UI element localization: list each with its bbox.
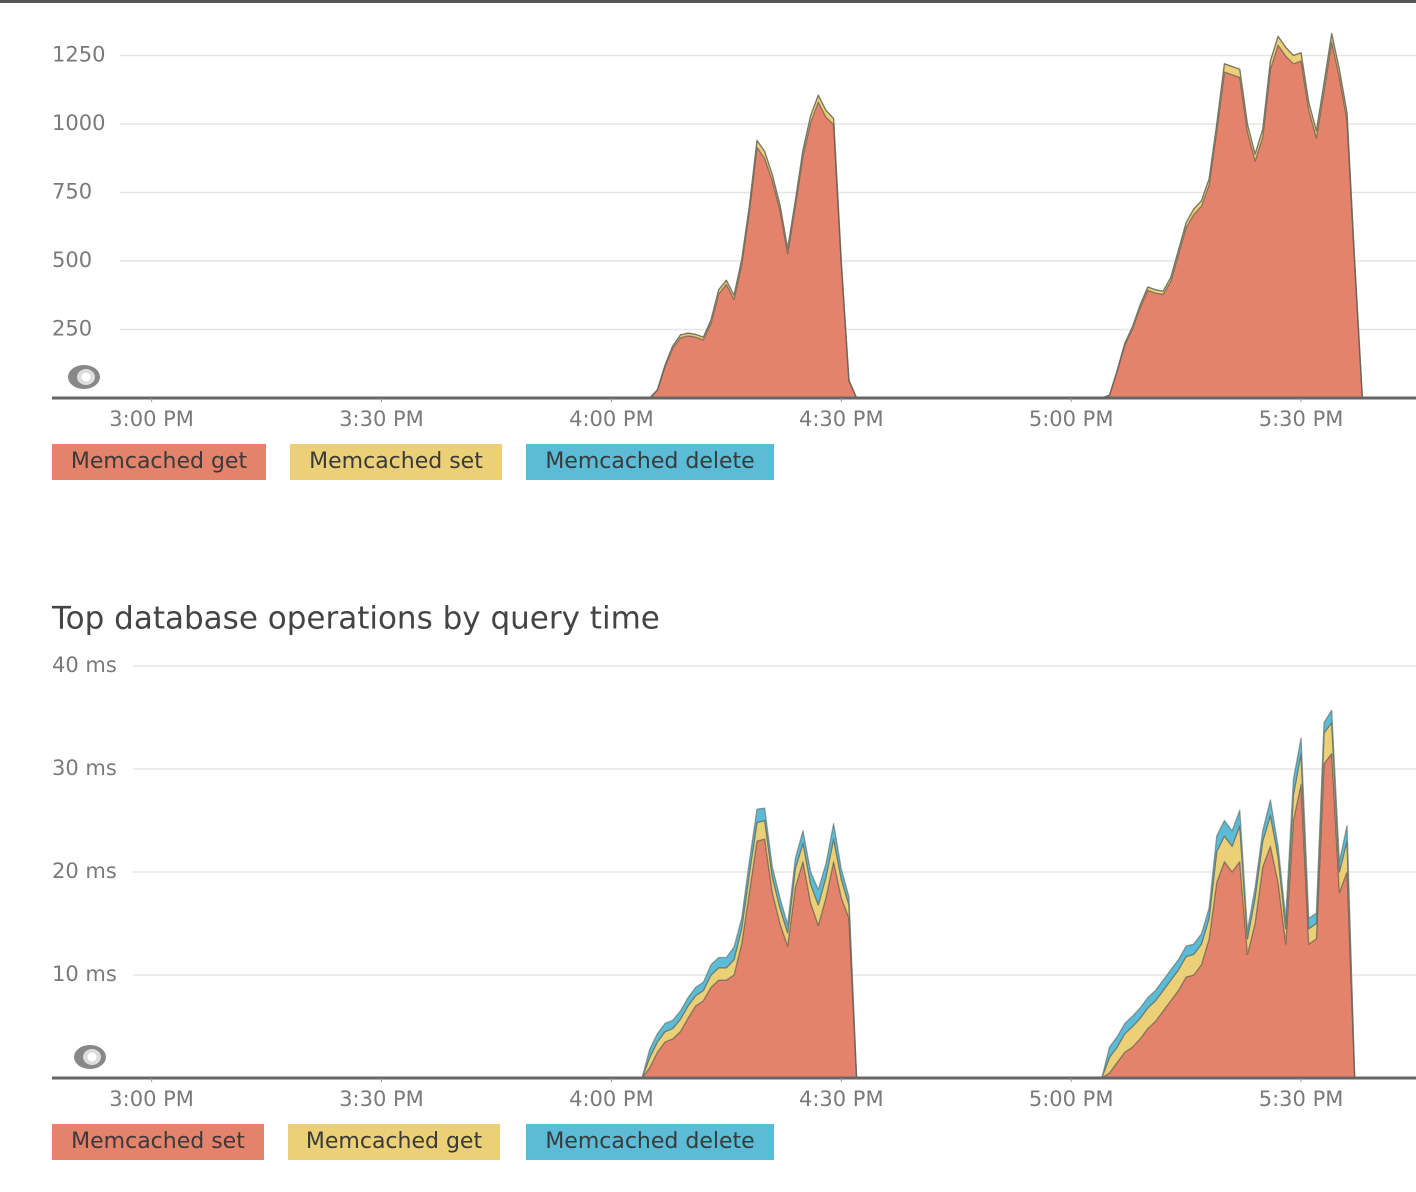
eye-icon xyxy=(74,1045,106,1069)
area xyxy=(59,41,1364,399)
y-tick-label: 10 ms xyxy=(52,962,117,986)
x-tick-label: 5:30 PM xyxy=(1259,1087,1344,1111)
legend-label: Memcached get xyxy=(306,1129,483,1154)
y-tick-label: 20 ms xyxy=(52,859,117,883)
y-tick-label: 1000 xyxy=(52,111,105,135)
legend-label: Memcached set xyxy=(71,1129,245,1154)
x-tick-label: 4:30 PM xyxy=(799,407,884,431)
x-tick-label: 3:00 PM xyxy=(109,1087,194,1111)
y-tick-label: 250 xyxy=(52,317,92,341)
x-tick-label: 4:00 PM xyxy=(569,1087,654,1111)
legend-label: Memcached delete xyxy=(545,449,754,474)
chart-title: Top database operations by query time xyxy=(51,601,660,637)
legend-swatch xyxy=(526,444,774,480)
eye-icon xyxy=(68,365,100,389)
top-border xyxy=(0,0,1416,3)
legend-label: Memcached get xyxy=(71,449,248,474)
x-tick-label: 3:30 PM xyxy=(339,1087,424,1111)
legend-swatch xyxy=(52,1124,264,1160)
legend-swatch xyxy=(526,1124,774,1160)
x-tick-label: 4:30 PM xyxy=(799,1087,884,1111)
x-tick-label: 3:30 PM xyxy=(339,407,424,431)
x-tick-label: 3:00 PM xyxy=(109,407,194,431)
x-tick-label: 5:30 PM xyxy=(1259,407,1344,431)
legend-swatch xyxy=(52,444,266,480)
legend-label: Memcached set xyxy=(309,449,483,474)
legend-swatch xyxy=(290,444,502,480)
y-tick-label: 500 xyxy=(52,248,92,272)
x-tick-label: 5:00 PM xyxy=(1029,407,1114,431)
legend-label: Memcached delete xyxy=(545,1129,754,1154)
y-tick-label: 750 xyxy=(52,180,92,204)
y-tick-label: 1250 xyxy=(52,43,105,67)
x-tick-label: 5:00 PM xyxy=(1029,1087,1114,1111)
x-tick-label: 4:00 PM xyxy=(569,407,654,431)
area xyxy=(59,752,1364,1079)
legend-swatch xyxy=(288,1124,500,1160)
y-tick-label: 40 ms xyxy=(52,653,117,677)
y-tick-label: 30 ms xyxy=(52,756,117,780)
